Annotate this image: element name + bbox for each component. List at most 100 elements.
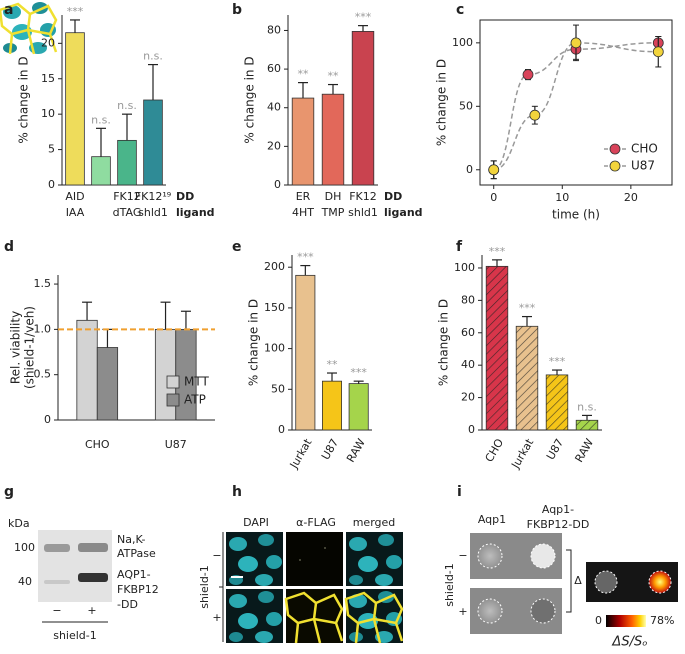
lane-label: −	[52, 604, 61, 617]
fit-line	[493, 42, 659, 171]
panel-label: i	[457, 484, 462, 500]
bar	[154, 328, 177, 421]
y-tick-label: 20	[267, 139, 281, 152]
x-tick-label: 20	[624, 191, 638, 204]
y-axis-label: % change in D	[437, 299, 451, 386]
y-tick-label: 5	[48, 143, 55, 156]
significance: n.s.	[577, 400, 597, 413]
bar	[65, 32, 85, 186]
bracket	[566, 549, 572, 613]
x-tick-label: Jurkat	[287, 436, 315, 472]
row-label: +	[212, 611, 221, 624]
x-tick-label: FK12	[349, 190, 377, 203]
row-label: −	[458, 549, 467, 562]
ligand-label: shld1	[138, 206, 168, 219]
bar	[291, 97, 315, 186]
micrograph	[286, 532, 343, 586]
x-tick-label: U87	[319, 437, 341, 463]
blot-band	[78, 543, 108, 552]
y-tick-label: 50	[459, 99, 473, 112]
band-label: ATPase	[117, 547, 156, 560]
y-tick-label: 60	[267, 62, 281, 75]
y-tick-label: 0	[466, 163, 473, 176]
legend-marker	[609, 143, 621, 155]
panel-label: d	[4, 239, 14, 255]
roi	[648, 570, 672, 594]
scale-title: ΔS/Sₒ	[611, 635, 647, 650]
lane-label: +	[87, 604, 96, 617]
row-label: DD	[384, 190, 402, 203]
column-label: Aqp1	[478, 513, 506, 526]
y-axis-label: % change in D	[243, 56, 257, 143]
plot-frame	[479, 19, 673, 186]
point	[652, 46, 664, 58]
bar	[96, 347, 119, 421]
roi	[477, 598, 503, 624]
speckle	[324, 547, 326, 549]
x-tick-label: ER	[296, 190, 311, 203]
significance: ***	[519, 302, 536, 315]
bar	[295, 274, 316, 431]
x-tick-label: CHO	[483, 436, 507, 464]
y-tick-label: 80	[267, 23, 281, 36]
y-tick-label: 1.5	[34, 277, 52, 290]
ligand-label: shld1	[348, 206, 378, 219]
y-tick-label: 60	[461, 326, 475, 339]
y-tick-label: 0.5	[34, 368, 52, 381]
ligand-label: TMP	[321, 206, 345, 219]
x-tick-label: FK12¹⁹	[135, 190, 171, 203]
condition-label: shield-1	[53, 629, 97, 642]
row-label: ligand	[384, 206, 423, 219]
mw-marker: 100	[14, 541, 35, 554]
membrane-stain	[0, 2, 58, 55]
x-tick-label: DH	[325, 190, 342, 203]
significance: ***	[549, 355, 566, 368]
row-label: ligand	[176, 206, 215, 219]
significance: **	[328, 70, 340, 83]
blot-band	[44, 580, 70, 584]
panel-label: e	[232, 239, 242, 255]
row-condition: shield-1	[443, 563, 456, 607]
bar	[117, 139, 137, 186]
panel-g: g kDa 100 40 Na,K- ATPase AQP1- FKBP12 -…	[4, 484, 159, 642]
bar	[321, 380, 342, 431]
row-label: DD	[176, 190, 194, 203]
y-axis-label: % change in D	[435, 59, 449, 146]
panel-h: h DAPI α-FLAG merged shield-1 − +	[0, 2, 404, 645]
x-tick-label: AID	[65, 190, 84, 203]
mw-marker: 40	[18, 575, 32, 588]
y-tick-label: 100	[452, 36, 473, 49]
y-axis-label: % change in D	[247, 299, 261, 386]
speckle	[299, 559, 301, 561]
significance: **	[327, 358, 339, 371]
significance: ***	[67, 5, 84, 18]
y-tick-label: 200	[264, 260, 285, 273]
significance: n.s.	[117, 99, 137, 112]
roi	[594, 570, 618, 594]
column-label: DAPI	[243, 516, 269, 529]
row-condition: shield-1	[198, 565, 211, 609]
panel-label: b	[232, 2, 242, 18]
roi	[530, 598, 556, 624]
significance: n.s.	[91, 113, 111, 126]
blot-band	[78, 573, 108, 582]
bar	[143, 99, 163, 186]
x-tick-label: RAW	[572, 436, 596, 464]
y-tick-label: 1.0	[34, 322, 52, 335]
bar	[351, 31, 375, 186]
bar	[76, 319, 98, 421]
row-label: −	[212, 549, 221, 562]
bar	[91, 156, 111, 186]
band-label: Na,K-	[117, 533, 146, 546]
y-tick-label: 0	[274, 178, 281, 191]
legend-swatch	[166, 375, 180, 389]
y-tick-label: 20	[41, 36, 55, 49]
significance: ***	[489, 245, 506, 258]
panel-label: h	[232, 484, 242, 500]
y-axis-label: (shield-1/veh)	[23, 306, 37, 389]
colorbar	[606, 615, 646, 627]
significance: n.s.	[143, 50, 163, 63]
x-axis-label: time (h)	[552, 208, 600, 222]
blot-band	[44, 544, 70, 552]
x-tick-label: Jurkat	[508, 436, 536, 472]
